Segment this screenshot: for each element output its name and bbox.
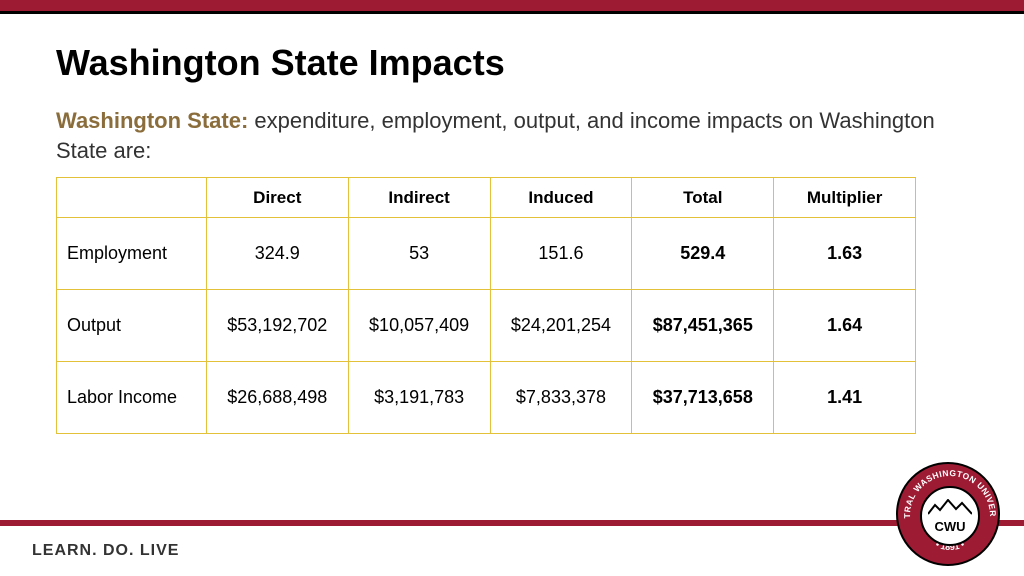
th-total: Total <box>632 178 774 218</box>
cell-induced: 151.6 <box>490 218 632 290</box>
seal-center-text: CWU <box>928 520 972 533</box>
cell-multiplier: 1.63 <box>774 218 916 290</box>
cwu-seal-logo: CENTRAL WASHINGTON UNIVERSITY • 1891 • C… <box>896 462 1000 566</box>
cell-induced: $24,201,254 <box>490 290 632 362</box>
th-indirect: Indirect <box>348 178 490 218</box>
cell-indirect: 53 <box>348 218 490 290</box>
page-title: Washington State Impacts <box>56 42 968 84</box>
cell-total: $87,451,365 <box>632 290 774 362</box>
cell-multiplier: 1.41 <box>774 362 916 434</box>
th-multiplier: Multiplier <box>774 178 916 218</box>
th-direct: Direct <box>206 178 348 218</box>
th-induced: Induced <box>490 178 632 218</box>
cell-direct: $53,192,702 <box>206 290 348 362</box>
cell-indirect: $10,057,409 <box>348 290 490 362</box>
cell-indirect: $3,191,783 <box>348 362 490 434</box>
mountain-icon <box>928 499 972 515</box>
row-label: Employment <box>57 218 207 290</box>
impacts-table: Direct Indirect Induced Total Multiplier… <box>56 177 916 434</box>
table-row: Output $53,192,702 $10,057,409 $24,201,2… <box>57 290 916 362</box>
cell-induced: $7,833,378 <box>490 362 632 434</box>
th-blank <box>57 178 207 218</box>
table-row: Labor Income $26,688,498 $3,191,783 $7,8… <box>57 362 916 434</box>
cell-direct: $26,688,498 <box>206 362 348 434</box>
row-label: Output <box>57 290 207 362</box>
intro-lead: Washington State: <box>56 108 248 133</box>
table-row: Employment 324.9 53 151.6 529.4 1.63 <box>57 218 916 290</box>
intro-text: Washington State: expenditure, employmen… <box>56 106 968 165</box>
footer: LEARN. DO. LIVE <box>0 520 1024 576</box>
table-header-row: Direct Indirect Induced Total Multiplier <box>57 178 916 218</box>
row-label: Labor Income <box>57 362 207 434</box>
cell-total: $37,713,658 <box>632 362 774 434</box>
slide-content: Washington State Impacts Washington Stat… <box>0 14 1024 434</box>
cell-multiplier: 1.64 <box>774 290 916 362</box>
top-brand-bar <box>0 0 1024 14</box>
cell-direct: 324.9 <box>206 218 348 290</box>
footer-tagline: LEARN. DO. LIVE <box>0 526 1024 576</box>
cell-total: 529.4 <box>632 218 774 290</box>
